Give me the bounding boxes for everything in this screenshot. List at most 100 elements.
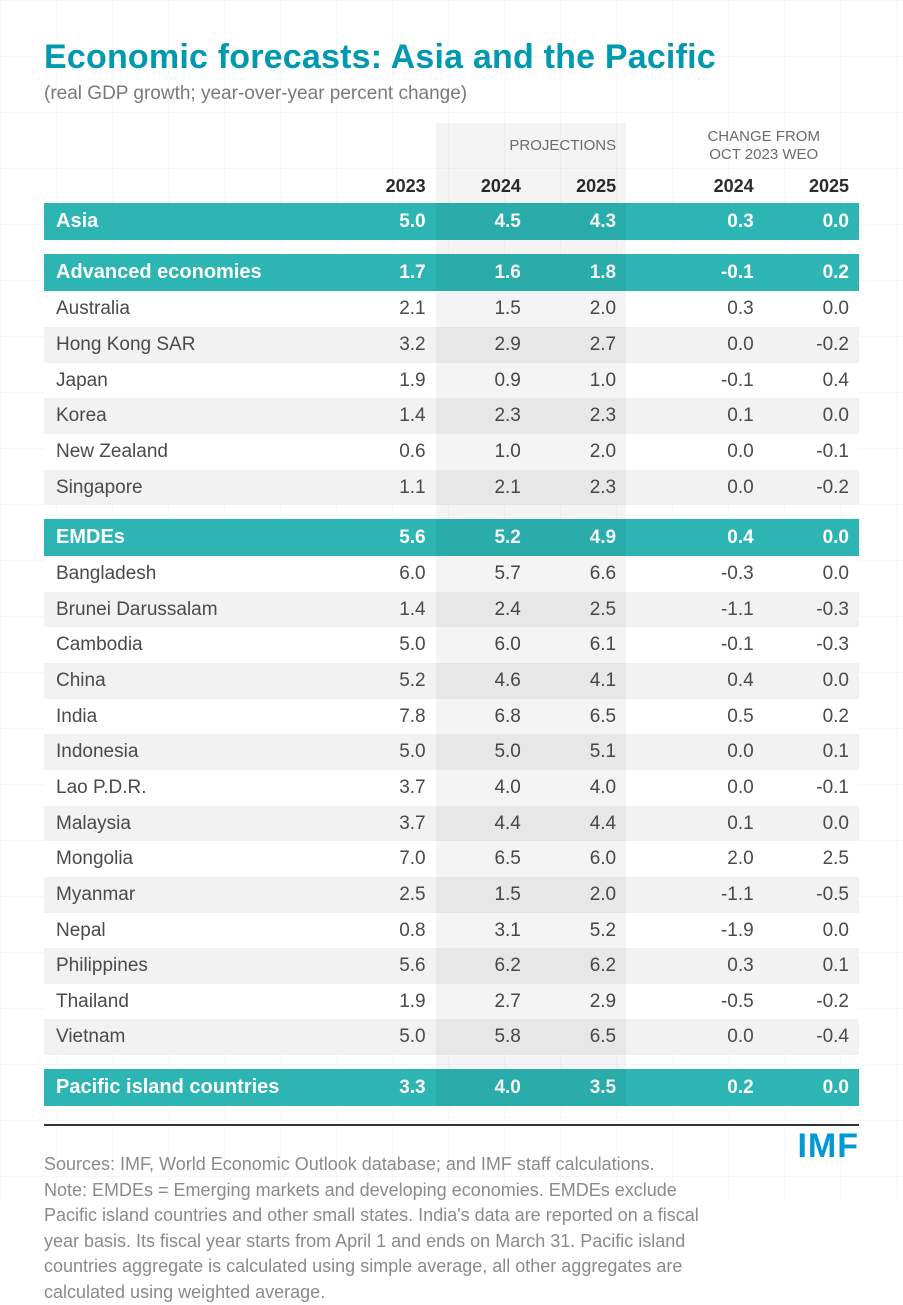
row-label: Brunei Darussalam: [44, 592, 340, 628]
cell-2023: 5.0: [340, 203, 435, 240]
cell-2023: 7.0: [340, 841, 435, 877]
table-row: Brunei Darussalam1.42.42.5-1.1-0.3: [44, 592, 859, 628]
cell-gap: [626, 470, 668, 506]
row-label: Vietnam: [44, 1019, 340, 1055]
cell-change-2025: 0.0: [764, 556, 859, 592]
cell-2023: 5.0: [340, 1019, 435, 1055]
cell-gap: [626, 519, 668, 556]
cell-change-2025: -0.2: [764, 470, 859, 506]
cell-2024: 3.1: [436, 913, 531, 949]
projections-superheader: PROJECTIONS: [436, 123, 627, 169]
cell-change-2025: 2.5: [764, 841, 859, 877]
cell-2024: 6.8: [436, 699, 531, 735]
bottom-rule: [44, 1124, 859, 1126]
cell-2024: 0.9: [436, 363, 531, 399]
row-label: Pacific island countries: [44, 1069, 340, 1106]
cell-change-2025: 0.1: [764, 948, 859, 984]
cell-change-2025: -0.1: [764, 770, 859, 806]
cell-change-2024: -1.9: [668, 913, 763, 949]
cell-change-2025: -0.5: [764, 877, 859, 913]
cell-2024: 4.5: [436, 203, 531, 240]
table-section-header: Asia5.04.54.30.30.0: [44, 203, 859, 240]
cell-2023: 1.4: [340, 592, 435, 628]
cell-2025: 6.6: [531, 556, 626, 592]
table-row: Australia2.11.52.00.30.0: [44, 291, 859, 327]
cell-change-2025: -0.3: [764, 592, 859, 628]
cell-change-2024: -1.1: [668, 877, 763, 913]
cell-2025: 2.7: [531, 327, 626, 363]
cell-gap: [626, 627, 668, 663]
change-superheader-line1: CHANGE FROM: [707, 128, 820, 145]
row-label: Advanced economies: [44, 254, 340, 291]
cell-2025: 6.2: [531, 948, 626, 984]
cell-change-2025: 0.0: [764, 913, 859, 949]
row-label: Indonesia: [44, 734, 340, 770]
cell-2025: 1.0: [531, 363, 626, 399]
cell-change-2025: 0.0: [764, 398, 859, 434]
cell-2024: 5.2: [436, 519, 531, 556]
cell-2025: 6.1: [531, 627, 626, 663]
row-label: EMDEs: [44, 519, 340, 556]
row-label: Korea: [44, 398, 340, 434]
page-subtitle: (real GDP growth; year-over-year percent…: [44, 83, 859, 105]
table-row: Myanmar2.51.52.0-1.1-0.5: [44, 877, 859, 913]
forecast-table: PROJECTIONS CHANGE FROM OCT 2023 WEO 202…: [44, 123, 859, 1106]
table-row: New Zealand0.61.02.00.0-0.1: [44, 434, 859, 470]
cell-change-2025: 0.1: [764, 734, 859, 770]
cell-2024: 1.6: [436, 254, 531, 291]
cell-gap: [626, 1069, 668, 1106]
table-row: Philippines5.66.26.20.30.1: [44, 948, 859, 984]
cell-change-2025: 0.0: [764, 203, 859, 240]
cell-gap: [626, 806, 668, 842]
cell-change-2024: 0.0: [668, 770, 763, 806]
cell-change-2024: 0.3: [668, 291, 763, 327]
cell-change-2024: 0.0: [668, 327, 763, 363]
cell-change-2025: 0.0: [764, 291, 859, 327]
cell-2025: 2.3: [531, 398, 626, 434]
cell-2024: 4.4: [436, 806, 531, 842]
cell-change-2024: 0.5: [668, 699, 763, 735]
table-section-header: EMDEs5.65.24.90.40.0: [44, 519, 859, 556]
cell-gap: [626, 254, 668, 291]
table-row: Vietnam5.05.86.50.0-0.4: [44, 1019, 859, 1055]
cell-2025: 4.9: [531, 519, 626, 556]
cell-change-2025: 0.0: [764, 1069, 859, 1106]
cell-2025: 4.3: [531, 203, 626, 240]
row-label: Singapore: [44, 470, 340, 506]
table-row: Korea1.42.32.30.10.0: [44, 398, 859, 434]
cell-2025: 1.8: [531, 254, 626, 291]
cell-change-2025: 0.0: [764, 519, 859, 556]
cell-change-2024: 0.4: [668, 663, 763, 699]
cell-2023: 3.7: [340, 806, 435, 842]
table-row: India7.86.86.50.50.2: [44, 699, 859, 735]
col-2025: 2025: [531, 169, 626, 203]
table-column-header-row: 2023 2024 2025 2024 2025: [44, 169, 859, 203]
cell-2023: 7.8: [340, 699, 435, 735]
cell-change-2025: -0.4: [764, 1019, 859, 1055]
cell-change-2025: 0.0: [764, 806, 859, 842]
cell-2025: 5.1: [531, 734, 626, 770]
cell-2025: 2.3: [531, 470, 626, 506]
cell-2025: 2.0: [531, 434, 626, 470]
page-container: Economic forecasts: Asia and the Pacific…: [0, 0, 903, 1305]
cell-change-2024: 0.0: [668, 470, 763, 506]
cell-2023: 3.7: [340, 770, 435, 806]
row-label: Hong Kong SAR: [44, 327, 340, 363]
cell-2024: 6.5: [436, 841, 531, 877]
cell-change-2024: -0.1: [668, 363, 763, 399]
cell-2023: 0.6: [340, 434, 435, 470]
cell-change-2025: 0.4: [764, 363, 859, 399]
cell-gap: [626, 327, 668, 363]
cell-gap: [626, 913, 668, 949]
table-row: Thailand1.92.72.9-0.5-0.2: [44, 984, 859, 1020]
cell-change-2025: -0.2: [764, 984, 859, 1020]
table-row: Lao P.D.R.3.74.04.00.0-0.1: [44, 770, 859, 806]
cell-2023: 5.2: [340, 663, 435, 699]
cell-change-2024: -0.5: [668, 984, 763, 1020]
cell-2023: 3.3: [340, 1069, 435, 1106]
cell-2025: 2.0: [531, 291, 626, 327]
table-row: Bangladesh6.05.76.6-0.30.0: [44, 556, 859, 592]
cell-2023: 1.9: [340, 363, 435, 399]
row-label: China: [44, 663, 340, 699]
cell-2023: 1.7: [340, 254, 435, 291]
